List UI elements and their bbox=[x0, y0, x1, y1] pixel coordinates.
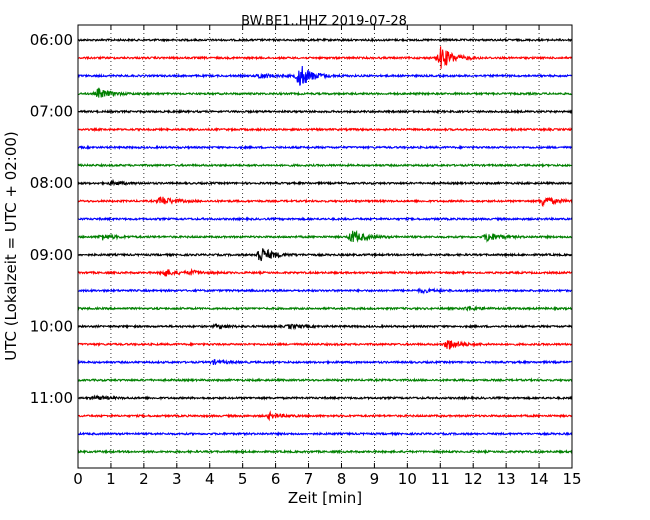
trace-0930 bbox=[77, 287, 573, 295]
trace-0745 bbox=[77, 162, 573, 169]
x-tick-label: 13 bbox=[497, 470, 516, 488]
trace-0715 bbox=[77, 126, 573, 133]
y-tick-label: 07:00 bbox=[30, 103, 73, 121]
trace-0900 bbox=[77, 248, 573, 262]
trace-0615 bbox=[77, 46, 573, 69]
trace-0700 bbox=[77, 108, 573, 115]
x-tick-label: 4 bbox=[205, 470, 215, 488]
grid-lines bbox=[110, 25, 540, 468]
x-axis-label: Zeit [min] bbox=[288, 489, 362, 507]
trace-0815 bbox=[77, 196, 573, 208]
x-tick-label: 14 bbox=[530, 470, 549, 488]
y-tick-label: 08:00 bbox=[30, 174, 73, 192]
x-tick-label: 15 bbox=[562, 470, 581, 488]
x-tick-label: 7 bbox=[304, 470, 314, 488]
y-tick-label: 09:00 bbox=[30, 246, 73, 264]
trace-1015 bbox=[77, 340, 573, 350]
x-tick-label: 0 bbox=[73, 470, 83, 488]
x-tick-label: 10 bbox=[398, 470, 417, 488]
x-tick-label: 11 bbox=[431, 470, 450, 488]
trace-0830 bbox=[77, 216, 573, 222]
y-tick-label: 06:00 bbox=[30, 31, 73, 49]
chart-title: BW.BE1..HHZ 2019-07-28 bbox=[241, 14, 407, 29]
trace-0645 bbox=[77, 86, 573, 98]
trace-1030 bbox=[77, 358, 573, 366]
trace-0730 bbox=[77, 144, 573, 151]
x-tick-label: 2 bbox=[139, 470, 149, 488]
axis-ticks: 0 1 2 3 4 5 6 7 8 9 10 11 12 13 14 1506:0007:0008:0009:… bbox=[30, 25, 582, 488]
plot-frame bbox=[77, 24, 573, 469]
trace-1000 bbox=[77, 323, 573, 331]
x-tick-label: 3 bbox=[172, 470, 182, 488]
x-tick-label: 1 bbox=[106, 470, 116, 488]
trace-1045 bbox=[77, 377, 573, 383]
y-tick-label: 11:00 bbox=[30, 389, 73, 407]
x-tick-label: 9 bbox=[370, 470, 380, 488]
trace-1115 bbox=[77, 410, 573, 422]
trace-0945 bbox=[77, 304, 573, 312]
x-tick-label: 12 bbox=[464, 470, 483, 488]
y-axis-label: UTC (Lokalzeit = UTC + 02:00) bbox=[2, 131, 20, 361]
trace-0915 bbox=[77, 267, 573, 277]
x-tick-label: 8 bbox=[337, 470, 347, 488]
trace-0845 bbox=[77, 229, 573, 243]
trace-0800 bbox=[77, 178, 573, 187]
trace-0600 bbox=[77, 37, 573, 43]
trace-group bbox=[77, 37, 573, 455]
trace-0630 bbox=[77, 65, 573, 86]
x-tick-label: 5 bbox=[238, 470, 248, 488]
x-tick-label: 6 bbox=[271, 470, 281, 488]
y-tick-label: 10:00 bbox=[30, 317, 73, 335]
trace-1100 bbox=[77, 394, 573, 401]
trace-1130 bbox=[77, 430, 573, 437]
trace-1145 bbox=[77, 448, 573, 455]
